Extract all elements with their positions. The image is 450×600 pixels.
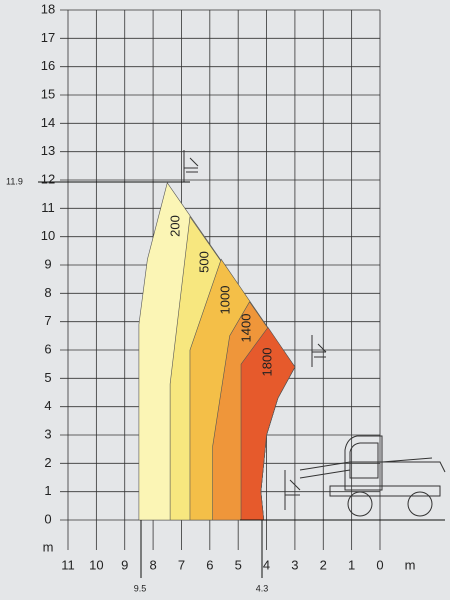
y-tick-label: 10	[41, 228, 55, 243]
forks	[284, 470, 301, 510]
y-tick-label: 9	[44, 256, 51, 271]
zone-label: 1000	[217, 286, 232, 315]
x-tick-label: 11	[61, 557, 75, 572]
annotation: 4.3	[256, 583, 269, 593]
y-tick-label: 3	[44, 426, 51, 441]
y-tick-label: 11	[41, 200, 55, 215]
y-tick-label: 18	[41, 1, 55, 16]
zone-label: 200	[167, 215, 182, 237]
y-tick-label: 13	[41, 143, 55, 158]
zone-label: 500	[196, 251, 211, 273]
y-tick-label: 7	[44, 313, 51, 328]
x-tick-label: 3	[291, 557, 298, 572]
load-icon	[311, 335, 327, 367]
y-tick-label: 17	[41, 30, 55, 45]
zone-label: 1800	[259, 348, 274, 377]
cab	[344, 435, 383, 491]
x-tick-label: 6	[206, 557, 213, 572]
x-tick-label: 7	[178, 557, 185, 572]
load-zone	[240, 326, 296, 521]
y-tick-label: 14	[41, 115, 55, 130]
x-tick-label: 4	[263, 557, 270, 572]
y-tick-label: 12	[41, 171, 55, 186]
y-tick-label: 6	[44, 341, 51, 356]
x-tick-label: 8	[149, 557, 156, 572]
zone-label: 1400	[238, 314, 253, 343]
y-tick-label: 4	[44, 398, 51, 413]
annotation: 11.9	[6, 176, 23, 186]
x-tick-label: 5	[235, 557, 242, 572]
y-tick-label: 0	[44, 511, 51, 526]
cab-window	[349, 442, 379, 479]
x-tick-label: 1	[348, 557, 355, 572]
y-tick-label: 1	[44, 483, 51, 498]
wheel	[347, 491, 373, 517]
x-axis-label: m	[405, 557, 416, 572]
x-tick-label: 10	[89, 557, 103, 572]
load-icon	[183, 150, 199, 182]
y-tick-label: 2	[44, 455, 51, 470]
y-tick-label: 8	[44, 285, 51, 300]
zones	[138, 182, 296, 521]
chassis	[329, 485, 441, 497]
annotation: 9.5	[134, 583, 147, 593]
machine-drawing	[38, 150, 446, 578]
y-tick-label: 15	[41, 86, 55, 101]
x-tick-label: 2	[320, 557, 327, 572]
wheel	[407, 491, 433, 517]
boom	[299, 457, 446, 479]
y-tick-label: 16	[41, 58, 55, 73]
x-tick-label: 9	[121, 557, 128, 572]
y-tick-label: 5	[44, 370, 51, 385]
y-axis-label: m	[43, 539, 54, 554]
x-tick-label: 0	[376, 557, 383, 572]
